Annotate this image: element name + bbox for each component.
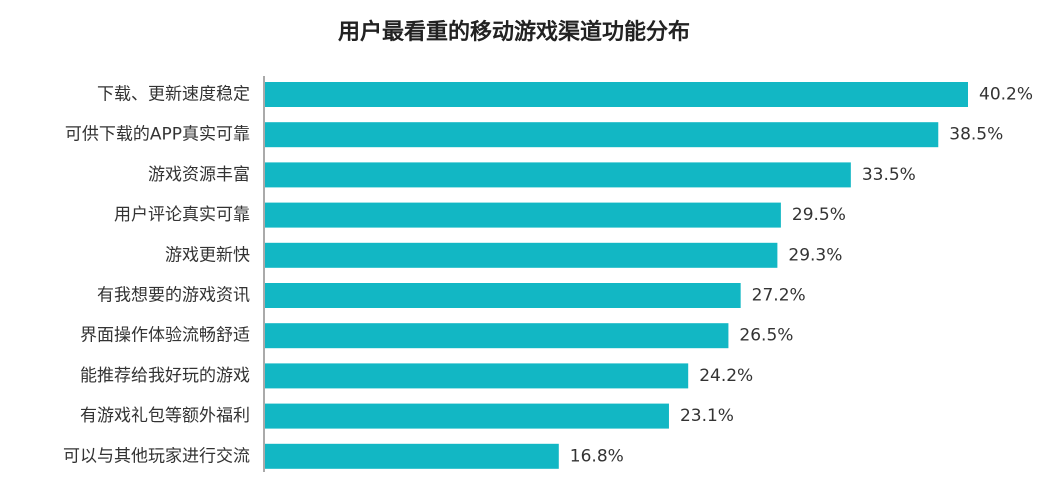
value-label-8: 24.2% — [699, 366, 753, 386]
category-label-10: 可以与其他玩家进行交流 — [63, 446, 250, 466]
bar-5 — [265, 242, 778, 268]
value-label-3: 33.5% — [862, 165, 916, 185]
category-label-7: 界面操作体验流畅舒适 — [80, 326, 250, 346]
category-label-5: 游戏更新快 — [165, 245, 250, 265]
value-label-1: 40.2% — [979, 85, 1033, 105]
bar-7 — [265, 323, 729, 349]
category-label-3: 游戏资源丰富 — [148, 165, 250, 185]
chart-title: 用户最看重的移动游戏渠道功能分布 — [337, 20, 690, 45]
bar-3 — [265, 162, 851, 188]
category-label-9: 有游戏礼包等额外福利 — [80, 406, 250, 426]
bar-4 — [265, 202, 781, 228]
bar-2 — [265, 122, 939, 148]
value-label-10: 16.8% — [570, 446, 624, 466]
value-label-7: 26.5% — [739, 326, 793, 346]
bar-8 — [265, 363, 689, 389]
category-label-1: 下载、更新速度稳定 — [97, 85, 250, 105]
value-label-9: 23.1% — [680, 406, 734, 426]
category-label-8: 能推荐给我好玩的游戏 — [80, 366, 250, 386]
bar-9 — [265, 403, 669, 429]
bar-1 — [265, 82, 968, 107]
value-label-4: 29.5% — [792, 205, 846, 225]
value-label-2: 38.5% — [949, 125, 1003, 145]
value-label-6: 27.2% — [752, 286, 806, 306]
bar-10 — [265, 443, 559, 469]
category-label-2: 可供下载的APP真实可靠 — [65, 125, 250, 145]
category-label-6: 有我想要的游戏资讯 — [97, 286, 250, 306]
value-label-5: 29.3% — [788, 245, 842, 265]
bar-6 — [265, 283, 741, 308]
category-label-4: 用户评论真实可靠 — [114, 205, 250, 225]
